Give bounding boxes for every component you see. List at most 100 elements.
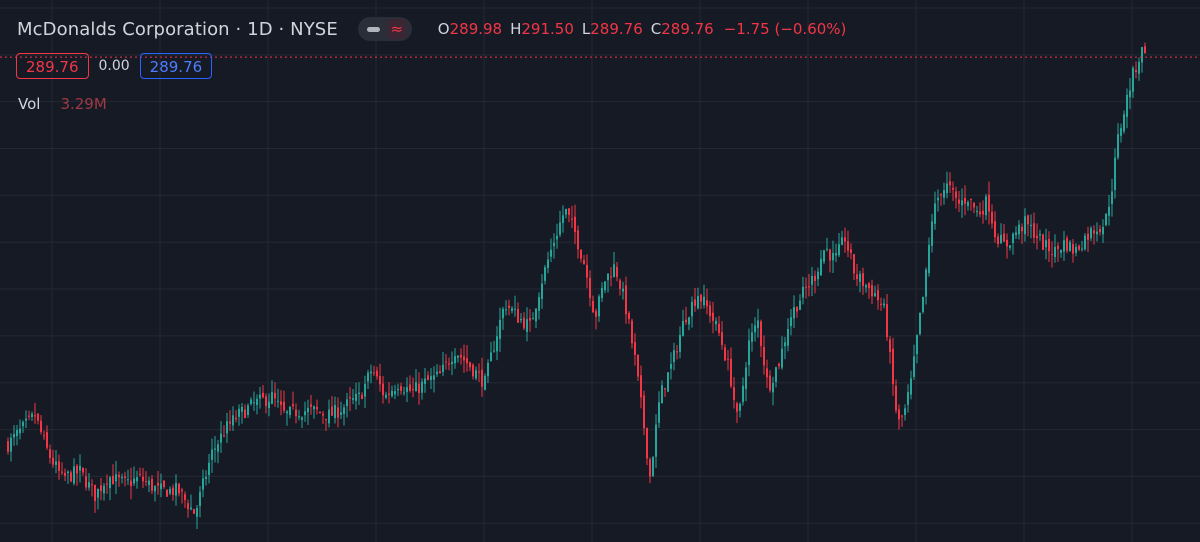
candle-body	[406, 387, 408, 392]
candle-body	[817, 271, 819, 280]
symbol-title[interactable]: McDonalds Corporation · 1D · NYSE	[17, 18, 338, 40]
candle-body	[826, 248, 828, 250]
sell-price-button[interactable]: 289.76	[16, 53, 89, 79]
wave-icon[interactable]: ≈	[386, 19, 407, 39]
candle-body	[676, 351, 678, 353]
candle-body	[778, 363, 780, 366]
buy-price-button[interactable]: 289.76	[139, 53, 213, 79]
candle-body	[436, 371, 438, 375]
candle-body	[895, 385, 897, 411]
candle-body	[739, 403, 741, 411]
candle-body	[814, 275, 816, 282]
candle-body	[1135, 69, 1137, 72]
candle-body	[448, 363, 450, 365]
candle-body	[571, 218, 573, 220]
candle-body	[694, 299, 696, 307]
candle-body	[298, 416, 300, 418]
open-label: O	[437, 20, 450, 38]
candle-body	[364, 383, 366, 397]
candle-body	[601, 287, 603, 299]
candle-body	[1129, 90, 1131, 98]
candle-body	[751, 332, 753, 342]
candle-body	[832, 253, 834, 261]
candle-body	[73, 466, 75, 484]
candle-body	[802, 286, 804, 298]
candle-body	[532, 318, 534, 320]
candle-body	[799, 300, 801, 310]
candle-body	[118, 474, 120, 478]
candle-body	[520, 318, 522, 321]
candle-body	[97, 488, 99, 498]
candle-body	[661, 385, 663, 404]
candle-body	[910, 378, 912, 395]
candle-body	[1141, 47, 1143, 63]
candle-body	[511, 308, 513, 311]
candle-body	[718, 323, 720, 333]
candle-body	[265, 396, 267, 406]
candle-body	[472, 364, 474, 377]
candle-body	[1087, 233, 1089, 240]
candle-body	[775, 367, 777, 382]
candle-body	[898, 409, 900, 420]
candle-body	[1075, 246, 1077, 253]
candle-body	[547, 259, 549, 268]
candle-body	[340, 412, 342, 415]
candle-body	[52, 457, 54, 465]
toggle-knob-icon	[366, 27, 380, 32]
candle-body	[862, 273, 864, 287]
candle-body	[91, 484, 93, 486]
legend-toggle-button[interactable]: ≈	[357, 17, 412, 41]
candle-body	[1048, 239, 1050, 252]
volume-label[interactable]: Vol	[18, 95, 41, 113]
candle-body	[16, 429, 18, 437]
candle-body	[1078, 245, 1080, 250]
candle-body	[1096, 231, 1098, 235]
candle-body	[1012, 233, 1014, 243]
candle-body	[10, 437, 12, 452]
candle-body	[1144, 46, 1146, 54]
candle-body	[1054, 246, 1056, 257]
candle-body	[79, 465, 81, 471]
candle-body	[595, 311, 597, 317]
candle-body	[460, 354, 462, 358]
candle-body	[88, 482, 90, 488]
candle-body	[322, 413, 324, 416]
candle-body	[1117, 134, 1119, 158]
candle-body	[388, 393, 390, 395]
candle-body	[256, 398, 258, 405]
candle-body	[523, 317, 525, 329]
candle-body	[1018, 224, 1020, 235]
candle-body	[526, 319, 528, 332]
candle-body	[268, 401, 270, 408]
candle-body	[481, 369, 483, 387]
candle-body	[961, 200, 963, 206]
candle-body	[1042, 234, 1044, 250]
candle-body	[163, 480, 165, 488]
candle-body	[955, 191, 957, 198]
candle-body	[382, 383, 384, 396]
candle-body	[496, 336, 498, 352]
candle-body	[682, 320, 684, 337]
candle-body	[370, 371, 372, 374]
candle-body	[277, 400, 279, 402]
candle-body	[139, 473, 141, 475]
candle-body	[853, 254, 855, 274]
candle-body	[208, 462, 210, 476]
candle-body	[733, 387, 735, 400]
candle-body	[454, 356, 456, 364]
candle-body	[1090, 228, 1092, 239]
candle-body	[394, 391, 396, 395]
candle-body	[334, 405, 336, 418]
candle-body	[1108, 206, 1110, 216]
candle-body	[58, 461, 60, 471]
candle-body	[253, 402, 255, 404]
candle-body	[190, 507, 192, 510]
candle-body	[61, 471, 63, 473]
candle-body	[1027, 215, 1029, 225]
candle-body	[1060, 250, 1062, 253]
change-value: −1.75 (−0.60%)	[723, 20, 847, 38]
candle-body	[328, 409, 330, 424]
candle-body	[727, 358, 729, 360]
